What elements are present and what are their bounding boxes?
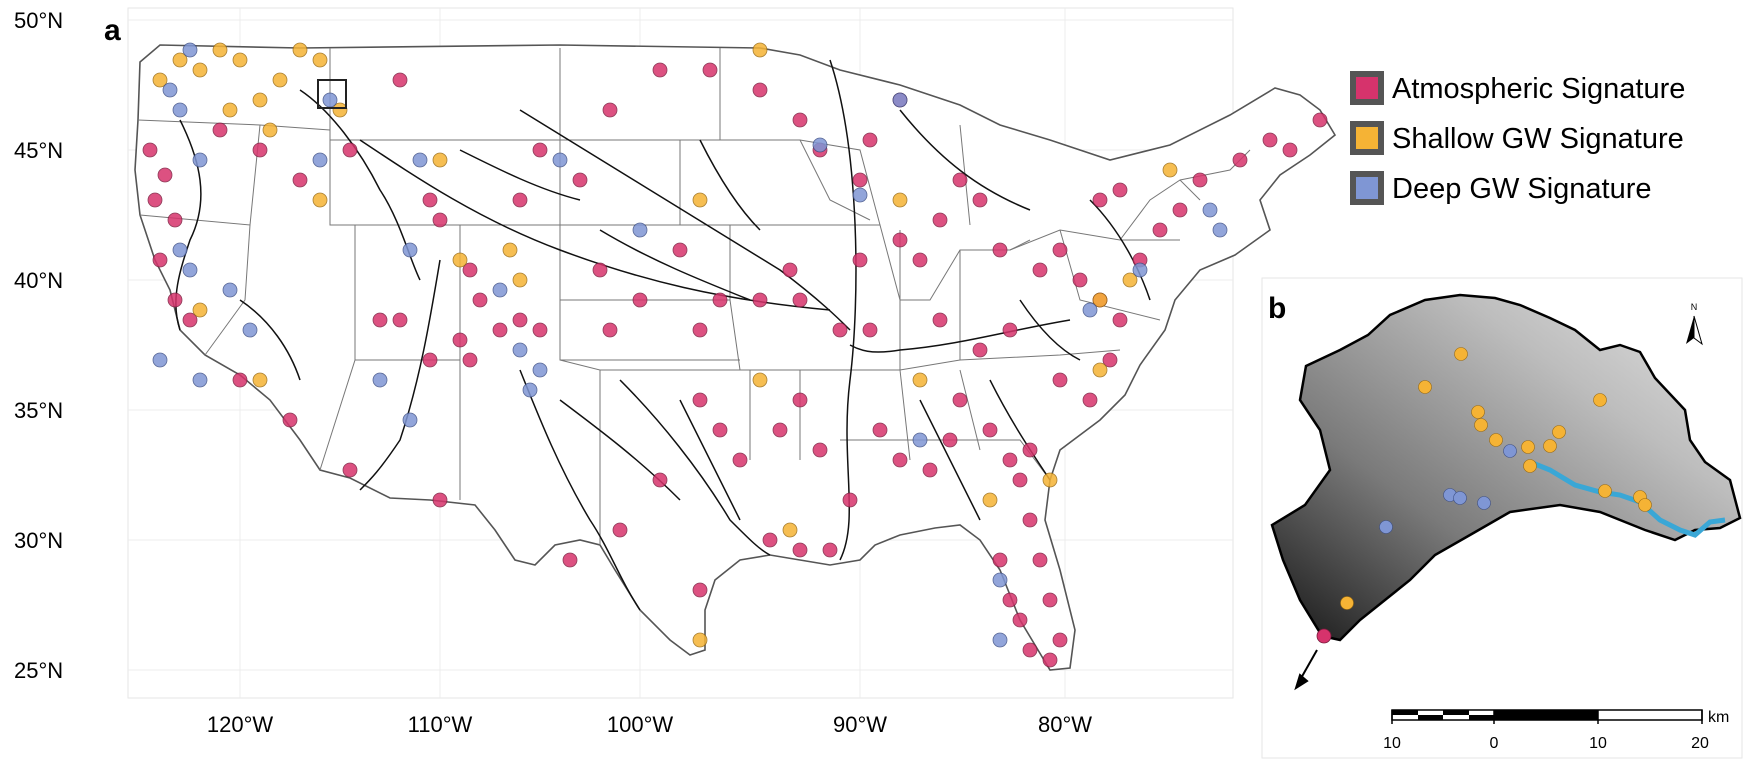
basin-outlet-site xyxy=(1316,628,1332,644)
lon-label-110: 110°W xyxy=(408,712,473,737)
lat-label-40: 40°N xyxy=(14,268,63,293)
legend-item-atmospheric: Atmospheric Signature xyxy=(1350,71,1685,105)
river-network xyxy=(175,59,1151,611)
lon-label-80: 80°W xyxy=(1038,712,1092,737)
lon-label-100: 100°W xyxy=(607,712,674,737)
deep-gw-sites xyxy=(152,42,1228,648)
legend-swatch-shallow xyxy=(1356,127,1378,149)
scale-tick-zero: 0 xyxy=(1490,735,1499,752)
panel-a-label: a xyxy=(104,14,121,47)
legend-label-shallow: Shallow GW Signature xyxy=(1392,123,1684,155)
study-basin-marker xyxy=(317,79,347,109)
latitude-labels: 50°N 45°N 40°N 35°N 30°N 25°N xyxy=(14,8,63,683)
legend-item-shallow: Shallow GW Signature xyxy=(1350,121,1684,155)
lon-label-90: 90°W xyxy=(833,712,887,737)
legend-swatch-deep xyxy=(1356,177,1378,199)
longitude-labels: 120°W 110°W 100°W 90°W 80°W xyxy=(207,712,1092,737)
lat-label-50: 50°N xyxy=(14,8,63,33)
scale-tick-20: 20 xyxy=(1691,735,1709,752)
legend-item-deep: Deep GW Signature xyxy=(1350,171,1652,205)
scale-tick-10: 10 xyxy=(1589,735,1607,752)
outlet-arrow-icon xyxy=(1294,649,1318,691)
lon-label-120: 120°W xyxy=(207,712,274,737)
north-arrow-icon xyxy=(1686,315,1703,346)
north-label: N xyxy=(1691,302,1698,312)
panel-b-label: b xyxy=(1268,292,1286,325)
legend-label-deep: Deep GW Signature xyxy=(1392,173,1652,205)
lat-label-30: 30°N xyxy=(14,528,63,553)
legend: Atmospheric Signature Shallow GW Signatu… xyxy=(1350,71,1685,205)
basin-sites-shallow xyxy=(1340,347,1652,610)
legend-swatch-atmospheric xyxy=(1356,77,1378,99)
scale-tick-left: 10 xyxy=(1383,735,1401,752)
lat-label-25: 25°N xyxy=(14,658,63,683)
basin-dem xyxy=(1270,293,1742,642)
scale-unit: km xyxy=(1708,709,1729,726)
lat-label-35: 35°N xyxy=(14,398,63,423)
atmospheric-sites xyxy=(142,62,1328,668)
lat-label-45: 45°N xyxy=(14,138,63,163)
scale-bar xyxy=(1391,709,1703,724)
shallow-gw-sites xyxy=(152,42,1178,648)
basin-sites-deep xyxy=(1379,444,1517,534)
legend-label-atmospheric: Atmospheric Signature xyxy=(1392,73,1685,105)
